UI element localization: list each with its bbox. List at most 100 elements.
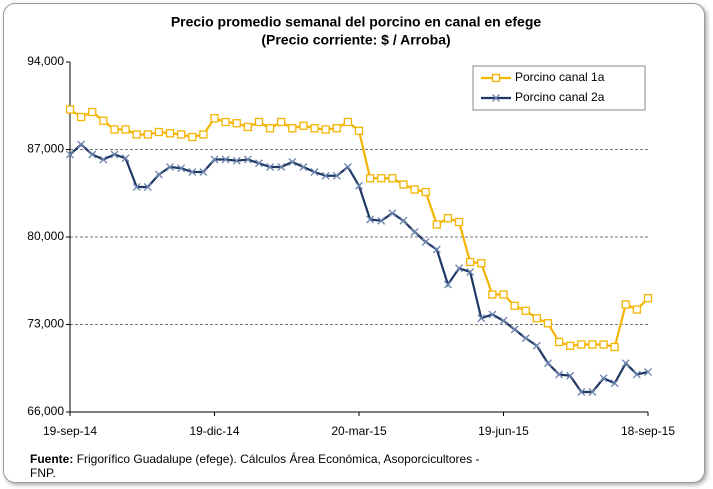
legend-marker — [492, 94, 500, 102]
legend-box — [472, 65, 646, 111]
series-marker — [165, 129, 175, 138]
series-marker — [588, 388, 597, 396]
series-marker — [154, 170, 163, 179]
series-marker — [499, 290, 508, 299]
series-marker — [321, 171, 330, 180]
series-marker — [632, 305, 642, 314]
series-marker — [65, 105, 75, 114]
series-marker — [577, 388, 586, 396]
series-marker — [510, 325, 519, 334]
series-marker — [288, 158, 297, 166]
series-marker — [121, 125, 130, 134]
y-tick-label: 87,000 — [27, 142, 64, 156]
series-marker — [421, 187, 430, 197]
series-marker — [621, 359, 630, 368]
series-marker — [366, 215, 375, 224]
series-marker — [377, 216, 386, 225]
series-marker — [154, 127, 164, 137]
chart-title: Precio promedio semanal del porcino en c… — [171, 14, 542, 30]
series-marker — [377, 174, 386, 183]
series-marker — [510, 301, 519, 310]
series-marker — [99, 116, 108, 125]
x-tick-label: 19-sep-14 — [43, 424, 97, 438]
series-marker — [199, 130, 208, 139]
series-marker — [210, 155, 219, 164]
series-marker — [488, 290, 497, 299]
series-marker — [110, 125, 119, 134]
series-marker — [277, 163, 286, 171]
y-tick-label: 66,000 — [27, 404, 64, 418]
series-marker — [310, 168, 319, 176]
x-tick-label: 20-mar-15 — [331, 424, 387, 438]
series-marker — [299, 121, 308, 130]
series-marker — [77, 140, 86, 149]
series-marker — [466, 268, 475, 276]
series-marker — [566, 341, 575, 350]
series-marker — [76, 112, 86, 122]
series-marker — [554, 337, 564, 347]
source-note: Fuente: Frigorífico Guadalupe (efege). C… — [30, 452, 500, 480]
series-marker — [266, 163, 275, 171]
series-marker — [610, 379, 619, 388]
series-marker — [255, 159, 263, 168]
series-marker — [621, 300, 630, 309]
series-marker — [643, 294, 653, 303]
series-line — [69, 143, 649, 394]
series-marker — [188, 168, 197, 176]
series-marker — [166, 163, 174, 171]
series-marker — [354, 126, 364, 135]
series-marker — [399, 216, 408, 225]
series-marker — [188, 132, 197, 142]
series-marker — [177, 164, 186, 173]
series-marker — [99, 155, 108, 164]
series-marker — [232, 119, 241, 128]
series-marker — [232, 156, 241, 165]
series-marker — [532, 314, 541, 323]
series-marker — [599, 340, 608, 349]
series-marker — [455, 264, 463, 273]
series-marker — [555, 370, 564, 379]
x-tick-label: 19-jun-15 — [478, 424, 529, 438]
series-marker — [577, 340, 586, 349]
series-marker — [499, 316, 508, 325]
x-tick-label: 18-sep-15 — [621, 424, 675, 438]
series-marker — [132, 183, 141, 191]
series-marker — [299, 163, 308, 171]
series-marker — [399, 180, 408, 189]
series-marker — [544, 359, 552, 368]
series-marker — [443, 280, 452, 289]
series-marker — [265, 124, 275, 133]
series-marker — [432, 220, 441, 229]
series-marker — [443, 214, 453, 223]
series-marker — [454, 217, 464, 227]
source-text: Frigorífico Guadalupe (efege). Cálculos … — [30, 452, 480, 480]
series-marker — [132, 130, 141, 139]
series-marker — [355, 181, 363, 190]
series-marker — [243, 122, 252, 132]
series-marker — [121, 154, 130, 163]
series-marker — [321, 125, 330, 134]
chart-subtitle: (Precio corriente: $ / Arroba) — [261, 32, 450, 48]
source-label: Fuente: — [30, 452, 74, 466]
series-marker — [254, 117, 264, 127]
series-marker — [477, 259, 486, 268]
y-tick-label: 94,000 — [27, 54, 64, 68]
legend-label: Porcino canal 1a — [515, 70, 605, 84]
x-tick-label: 19-dic-14 — [189, 424, 239, 438]
series-marker — [243, 155, 252, 164]
series-marker — [365, 174, 375, 183]
series-marker — [110, 150, 119, 159]
series-marker — [221, 117, 230, 127]
series-marker — [599, 374, 608, 383]
series-marker — [66, 150, 74, 159]
series-marker — [410, 228, 419, 236]
legend-label: Porcino canal 2a — [515, 90, 605, 104]
y-tick-label: 80,000 — [27, 229, 64, 243]
series-marker — [277, 117, 286, 127]
series-marker — [588, 340, 597, 349]
legend-marker — [491, 73, 501, 83]
series-marker — [332, 124, 341, 133]
series-marker — [566, 371, 575, 380]
series-marker — [332, 171, 341, 180]
